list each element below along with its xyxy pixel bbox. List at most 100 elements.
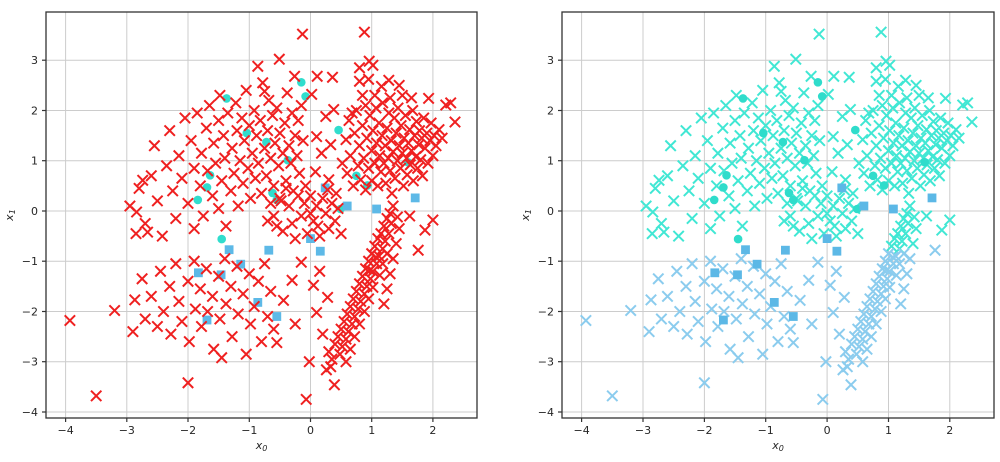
x-marker bbox=[340, 333, 352, 346]
x-marker bbox=[377, 297, 390, 310]
x-marker bbox=[692, 315, 705, 328]
x-marker bbox=[414, 153, 427, 166]
x-marker bbox=[799, 200, 812, 212]
x-marker bbox=[370, 102, 382, 114]
square-marker bbox=[889, 204, 898, 214]
x-marker bbox=[407, 174, 420, 187]
x-marker bbox=[730, 313, 743, 325]
x-marker bbox=[422, 92, 435, 105]
x-marker bbox=[218, 152, 231, 165]
x-marker bbox=[243, 267, 256, 280]
x-marker bbox=[63, 314, 76, 327]
gridlines bbox=[562, 12, 994, 418]
x-marker bbox=[732, 174, 745, 187]
x-marker bbox=[724, 137, 737, 150]
x-marker bbox=[883, 124, 896, 137]
x-marker bbox=[419, 224, 431, 237]
x-marker bbox=[796, 182, 809, 195]
x-marker bbox=[775, 257, 788, 270]
x-marker bbox=[299, 179, 312, 192]
x-marker bbox=[664, 139, 677, 152]
x-marker bbox=[311, 70, 324, 83]
x-marker bbox=[362, 255, 375, 268]
x-marker bbox=[311, 220, 324, 233]
plot-border bbox=[45, 11, 478, 419]
x-marker bbox=[281, 86, 294, 99]
x-tick-label: −3 bbox=[635, 424, 651, 437]
x-marker bbox=[436, 132, 449, 145]
x-marker bbox=[870, 277, 883, 290]
square-marker bbox=[788, 312, 798, 321]
x-marker bbox=[264, 285, 277, 298]
x-marker bbox=[157, 305, 170, 318]
x-marker bbox=[797, 86, 810, 99]
x-marker bbox=[412, 138, 425, 151]
x-marker bbox=[857, 308, 870, 320]
x-marker bbox=[736, 220, 749, 233]
x-marker bbox=[939, 92, 952, 105]
x-marker bbox=[381, 247, 393, 260]
x-marker bbox=[853, 340, 865, 353]
circle-marker bbox=[784, 188, 794, 198]
x-marker bbox=[805, 232, 818, 245]
x-marker bbox=[813, 134, 826, 147]
circle-marker bbox=[722, 171, 731, 180]
x-marker bbox=[164, 328, 177, 341]
x-marker bbox=[207, 137, 220, 150]
x-marker bbox=[373, 269, 386, 282]
x-tick-label: −2 bbox=[696, 424, 712, 437]
y-tick-label: 2 bbox=[31, 105, 38, 118]
x-marker bbox=[203, 99, 216, 112]
x-marker bbox=[808, 114, 821, 127]
x-marker bbox=[900, 267, 913, 280]
x-marker bbox=[426, 149, 439, 162]
x-marker bbox=[412, 244, 425, 257]
x-marker bbox=[885, 157, 898, 170]
x-marker bbox=[252, 275, 265, 288]
x-marker bbox=[266, 109, 279, 122]
x-marker bbox=[846, 187, 859, 200]
x-marker bbox=[816, 393, 829, 406]
x-marker bbox=[375, 80, 388, 93]
x-marker bbox=[264, 197, 277, 210]
x-marker bbox=[624, 304, 637, 317]
x-marker bbox=[151, 194, 164, 207]
x-marker bbox=[151, 320, 164, 333]
x-marker bbox=[729, 114, 741, 127]
x-marker bbox=[934, 112, 947, 124]
x-marker bbox=[273, 127, 286, 140]
square-marker bbox=[272, 312, 282, 321]
x-marker bbox=[200, 122, 213, 135]
x-marker bbox=[844, 103, 857, 116]
x-marker bbox=[313, 230, 326, 243]
x-marker bbox=[802, 217, 815, 230]
x-marker bbox=[254, 114, 267, 127]
x-tick-label: −4 bbox=[573, 424, 589, 437]
x-marker bbox=[270, 102, 283, 114]
circle-marker bbox=[920, 157, 929, 167]
y-tick-label: 3 bbox=[547, 54, 554, 67]
x-marker bbox=[444, 96, 457, 109]
x-marker bbox=[836, 207, 849, 220]
x-marker bbox=[837, 363, 849, 376]
x-marker bbox=[854, 315, 867, 328]
x-marker bbox=[756, 348, 769, 361]
square-marker bbox=[769, 298, 779, 307]
x-marker bbox=[387, 200, 400, 212]
x-marker bbox=[645, 293, 657, 306]
x-marker bbox=[258, 85, 271, 98]
x-marker bbox=[773, 76, 786, 89]
x-marker bbox=[395, 119, 408, 132]
x-marker bbox=[160, 159, 173, 172]
y-tick-label: 3 bbox=[31, 54, 38, 67]
x-marker bbox=[404, 158, 417, 171]
x-marker bbox=[821, 207, 834, 220]
x-marker bbox=[206, 290, 219, 303]
x-marker bbox=[758, 162, 771, 175]
x-marker bbox=[220, 297, 232, 310]
x-marker bbox=[646, 227, 659, 240]
circle-marker bbox=[817, 92, 827, 101]
x-marker bbox=[879, 73, 892, 86]
x-marker bbox=[689, 295, 702, 308]
x-marker bbox=[307, 279, 320, 292]
